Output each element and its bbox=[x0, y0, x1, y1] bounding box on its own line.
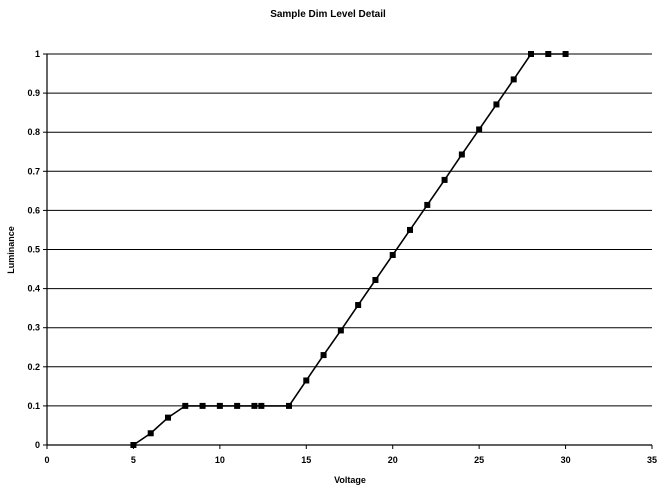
data-point-marker bbox=[147, 430, 154, 437]
data-point-marker bbox=[389, 251, 396, 258]
y-tick-label: 0 bbox=[35, 440, 40, 450]
data-point-marker bbox=[251, 402, 258, 409]
data-point-marker bbox=[199, 402, 206, 409]
y-tick-label: 0.7 bbox=[27, 166, 40, 176]
data-point-marker bbox=[182, 402, 189, 409]
data-point-marker bbox=[372, 276, 379, 283]
axes bbox=[43, 53, 653, 449]
y-tick-label: 0.4 bbox=[27, 284, 40, 294]
data-point-marker bbox=[407, 226, 413, 233]
y-tick-label: 0.2 bbox=[27, 362, 40, 372]
data-point-marker bbox=[476, 126, 483, 133]
tick-labels: 00.10.20.30.40.50.60.70.80.910 5 10 15 20 25 3… bbox=[27, 49, 657, 465]
data-series bbox=[130, 51, 569, 448]
x-tick-label: 30 bbox=[561, 455, 571, 465]
x-axis-label: Voltage bbox=[334, 475, 366, 485]
y-tick-label: 1 bbox=[35, 49, 40, 59]
x-tick-label: 10 bbox=[215, 455, 225, 465]
x-tick-label: 15 bbox=[301, 455, 311, 465]
chart-title: Sample Dim Level Detail bbox=[270, 9, 386, 20]
x-tick-label: 5 bbox=[131, 455, 136, 465]
data-point-marker bbox=[510, 76, 517, 83]
data-point-marker bbox=[165, 414, 171, 421]
y-axis-label: Luminance bbox=[6, 226, 16, 274]
data-point-marker bbox=[355, 302, 362, 309]
y-tick-label: 0.9 bbox=[27, 88, 40, 98]
y-tick-label: 0.3 bbox=[27, 323, 40, 333]
data-point-marker bbox=[216, 402, 223, 409]
data-point-marker bbox=[234, 402, 241, 409]
data-point-marker bbox=[130, 442, 137, 448]
y-tick-label: 0.1 bbox=[27, 401, 40, 411]
data-point-marker bbox=[258, 402, 265, 409]
data-point-marker bbox=[337, 327, 344, 334]
data-point-marker bbox=[286, 402, 292, 409]
data-point-marker bbox=[545, 51, 552, 57]
x-tick-label: 0 bbox=[44, 455, 49, 465]
data-point-marker bbox=[562, 51, 569, 57]
y-tick-label: 0.8 bbox=[27, 127, 40, 137]
x-tick-label: 20 bbox=[388, 455, 398, 465]
data-point-marker bbox=[303, 377, 310, 384]
data-point-marker bbox=[320, 352, 327, 359]
y-tick-label: 0.5 bbox=[27, 245, 40, 255]
data-point-marker bbox=[528, 51, 534, 57]
data-point-marker bbox=[424, 201, 431, 208]
x-tick-label: 25 bbox=[474, 455, 484, 465]
data-point-marker bbox=[493, 101, 500, 108]
data-point-marker bbox=[441, 176, 448, 183]
y-tick-label: 0.6 bbox=[27, 205, 40, 215]
gridlines bbox=[47, 53, 652, 407]
x-tick-label: 35 bbox=[647, 455, 657, 465]
data-point-marker bbox=[458, 151, 465, 158]
